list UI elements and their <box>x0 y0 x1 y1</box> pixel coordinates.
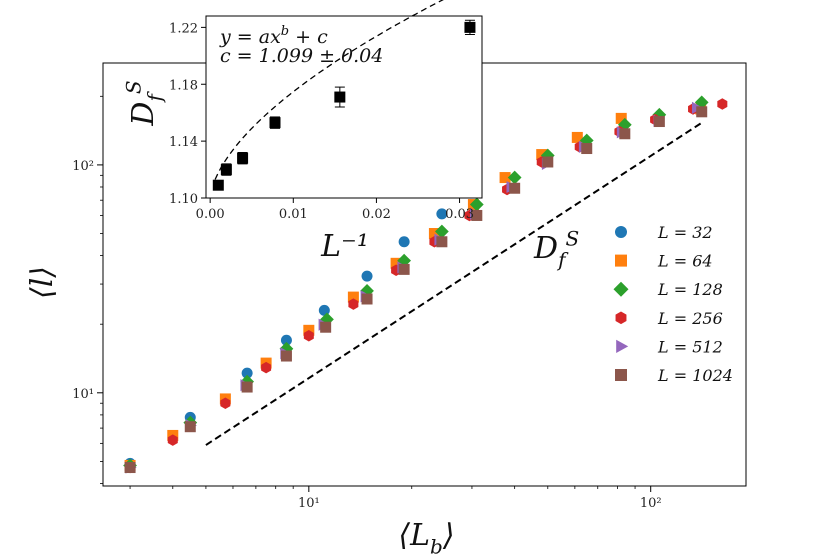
x-axis-label: ⟨Lb​⟩ <box>398 518 454 554</box>
y-axis-label: ⟨l⟩ <box>25 266 60 299</box>
inset-x-tick-label: 0.00 <box>196 207 225 222</box>
data-point <box>390 257 402 269</box>
data-point <box>581 143 593 155</box>
inset-x-tick-label: 0.01 <box>279 207 308 222</box>
series-L-32 <box>124 208 448 469</box>
data-point <box>184 421 196 433</box>
inset-y-tick-label: 1.22 <box>169 21 198 36</box>
inset-data-point <box>237 152 249 164</box>
inset-data-point <box>334 91 346 103</box>
data-point <box>361 270 373 282</box>
data-point <box>536 149 548 161</box>
inset-data-point <box>464 21 476 33</box>
legend-label: L = 128 <box>657 280 723 299</box>
legend-label: L = 32 <box>657 223 713 242</box>
data-point <box>507 170 522 185</box>
data-point <box>509 182 521 194</box>
data-point <box>469 197 484 212</box>
legend-label: L = 64 <box>657 252 713 271</box>
data-point <box>167 434 178 446</box>
legend-marker <box>615 254 627 267</box>
data-point <box>361 293 373 305</box>
data-point <box>347 291 359 303</box>
data-point <box>571 131 583 143</box>
slope-annotation: Df​S​ <box>533 226 579 271</box>
inset-data-point <box>212 179 224 191</box>
data-point <box>434 224 449 239</box>
data-point <box>348 298 359 310</box>
inset-x-tick-label: 0.02 <box>362 207 391 222</box>
inset-fit-constant: c = 1.099 ± 0.04 <box>220 45 383 67</box>
data-point <box>542 156 554 168</box>
y-tick-label: 10² <box>72 159 94 174</box>
legend-label: L = 512 <box>657 337 723 356</box>
inset-fit-equation: y = axb​ + c <box>219 24 328 48</box>
data-point <box>261 361 272 374</box>
data-point <box>398 236 410 248</box>
legend-marker <box>615 311 627 325</box>
data-point <box>280 350 292 362</box>
data-point <box>398 263 410 275</box>
data-point <box>436 208 448 220</box>
inset-fit-curve <box>214 0 444 180</box>
inset-plot: 0.00 0.01 0.02 0.03 1.10 1.14 1.18 1.22 L⁻¹ Df​S​… <box>121 0 483 264</box>
inset-x-tick-label: 0.03 <box>445 207 474 222</box>
data-point <box>436 236 448 248</box>
data-point <box>696 106 708 118</box>
data-point <box>241 367 253 379</box>
data-point <box>615 112 627 124</box>
legend-label: L = 1024 <box>657 366 733 385</box>
data-point <box>653 116 665 128</box>
data-point <box>320 321 332 333</box>
series-L-1024 <box>124 106 708 474</box>
data-point <box>280 334 292 346</box>
legend: L = 32 L = 64 L = 128 L = 256 L = 512 L = 102… <box>613 223 733 385</box>
x-tick-label: 10² <box>640 496 662 511</box>
data-point <box>303 329 314 342</box>
inset-data-point <box>269 117 281 129</box>
legend-marker <box>615 226 627 238</box>
legend-marker <box>616 339 629 353</box>
inset-y-tick-label: 1.10 <box>169 192 198 207</box>
y-tick-label: 10¹ <box>72 387 94 402</box>
data-point <box>241 381 253 393</box>
data-point <box>220 397 231 410</box>
data-point <box>124 462 136 474</box>
inset-y-tick-label: 1.14 <box>169 135 198 150</box>
data-point <box>428 228 440 240</box>
inset-x-axis-label: L⁻¹ <box>320 229 369 264</box>
data-point <box>471 209 483 221</box>
inset-y-axis-label: Df​S​ <box>121 80 166 126</box>
data-point <box>619 128 631 140</box>
data-point <box>499 172 511 184</box>
legend-marker <box>613 281 629 297</box>
legend-marker <box>615 369 627 381</box>
inset-data-point <box>220 164 232 176</box>
data-point <box>717 98 728 110</box>
legend-label: L = 256 <box>657 309 723 328</box>
inset-y-tick-label: 1.18 <box>169 78 198 93</box>
x-tick-label: 10¹ <box>298 496 320 511</box>
